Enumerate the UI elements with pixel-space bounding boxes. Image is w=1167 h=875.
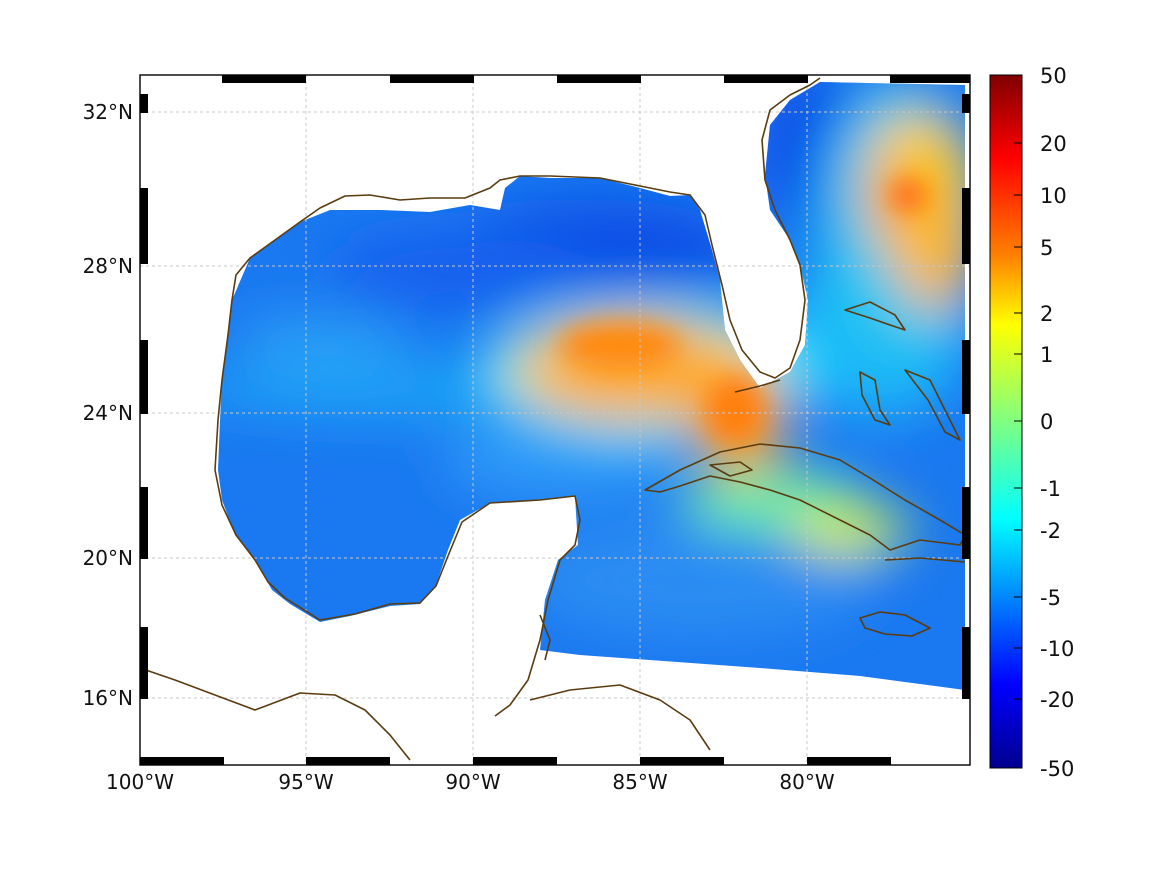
frame-top-checkers	[222, 75, 970, 83]
coastlines	[139, 77, 966, 761]
colorbar-label: 0	[1040, 410, 1053, 434]
graticule	[140, 75, 970, 765]
cuba	[644, 443, 966, 551]
longitude-labels: 100°W 95°W 90°W 85°W 80°W	[106, 770, 835, 794]
lat-label-20n: 20°N	[83, 546, 133, 570]
lon-label-95w: 95°W	[278, 770, 333, 794]
colorbar-label: -20	[1040, 688, 1074, 712]
ocean-field	[218, 82, 965, 690]
lon-label-100w: 100°W	[106, 770, 174, 794]
frame-bottom-checkers	[140, 757, 891, 765]
florida-keys	[734, 379, 781, 393]
lat-label-32n: 32°N	[83, 100, 133, 124]
colorbar-label: -1	[1040, 477, 1061, 501]
lat-label-16n: 16°N	[83, 686, 133, 710]
isla-de-la-juventud	[709, 461, 753, 477]
colorbar: 50 20 10 5 2 1 0 -1 -2 -5 -10 -20 -50	[989, 64, 1074, 781]
colorbar-label: -5	[1040, 586, 1061, 610]
colorbar-label: 1	[1040, 343, 1053, 367]
frame-left-checkers	[140, 94, 148, 699]
colorbar-label: 5	[1040, 236, 1053, 260]
hispaniola-coast	[884, 557, 966, 563]
yucatan-islands	[539, 614, 551, 661]
colorbar-label: 10	[1040, 184, 1067, 208]
bahamas-east	[904, 369, 961, 441]
bahamas-great	[844, 301, 906, 331]
jamaica	[859, 611, 931, 637]
colorbar-label: 50	[1040, 64, 1067, 88]
frame-right-checkers	[962, 94, 970, 699]
lat-label-24n: 24°N	[83, 401, 133, 425]
honduras-coast	[529, 684, 711, 751]
us-gulf-coast	[231, 77, 821, 379]
mexico-coast	[214, 299, 581, 717]
colorbar-label: 20	[1040, 132, 1067, 156]
lon-label-80w: 80°W	[779, 770, 834, 794]
lon-label-85w: 85°W	[612, 770, 667, 794]
colorbar-label: -10	[1040, 637, 1074, 661]
colorbar-label: -50	[1040, 757, 1074, 781]
colorbar-label: 2	[1040, 302, 1053, 326]
colorbar-label: -2	[1040, 519, 1061, 543]
central-america-coast	[139, 667, 411, 761]
lon-label-90w: 90°W	[445, 770, 500, 794]
axes-frame	[139, 74, 971, 766]
lat-label-28n: 28°N	[83, 254, 133, 278]
latitude-labels: 32°N 28°N 24°N 20°N 16°N	[83, 100, 133, 710]
colorbar-ticks	[1014, 142, 1022, 700]
bahamas-andros	[859, 371, 891, 426]
